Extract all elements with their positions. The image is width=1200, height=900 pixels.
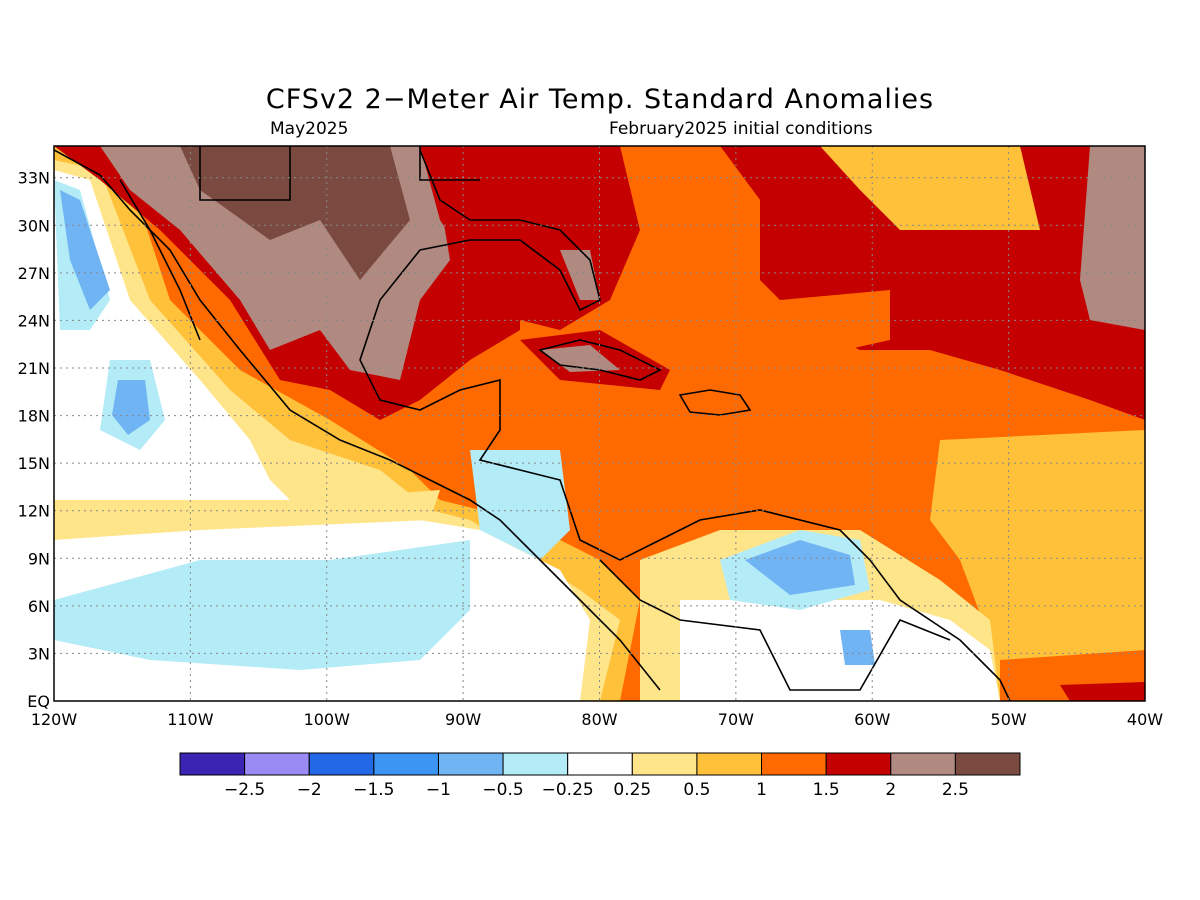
lon-tick-label: 50W (991, 710, 1027, 729)
legend-label: 2.5 (942, 780, 969, 800)
legend-swatch (954, 752, 1021, 776)
lat-tick-label: 12N (18, 502, 50, 521)
hispaniola-outline (678, 389, 752, 416)
legend-swatch (825, 752, 892, 776)
southamerica-borders (599, 559, 951, 691)
lon-tick-label: 90W (445, 710, 481, 729)
lat-tick-label: 24N (18, 311, 50, 330)
legend-label: 2 (885, 780, 896, 800)
field-cooler-offshore (112, 380, 150, 435)
lat-tick-label: EQ (27, 692, 50, 711)
legend-label: 1.5 (813, 780, 840, 800)
lat-tick-label: 18N (18, 407, 50, 426)
lon-tick-label: 80W (581, 710, 617, 729)
colorbar-legend: −2.5 −2 −1.5 −1 −0.5 −0.25 0.25 0.5 1 1.5 2 2.5 (179, 752, 1021, 800)
chart-title: CFSv2 2−Meter Air Temp. Standard Anomali… (265, 84, 935, 115)
field-2p5-atlantic (1080, 146, 1145, 330)
gridlines (54, 146, 1145, 701)
field-neutral-southamerica (680, 600, 1000, 701)
lon-tick-label: 60W (854, 710, 890, 729)
lon-axis: 120W 110W 100W 90W 80W 70W 60W 50W 40W (31, 710, 1163, 729)
lat-tick-label: 27N (18, 264, 50, 283)
legend-label: −2 (297, 780, 322, 800)
legend-swatch (890, 752, 956, 776)
field-cool-equatorial (54, 540, 470, 670)
lat-axis: 33N 30N 27N 24N 21N 18N 15N 12N 9N 6N 3N EQ (18, 169, 50, 711)
legend-swatch (631, 752, 698, 776)
field-cool-centralamerica (470, 450, 570, 560)
field-1p5-atlantic-w (620, 146, 760, 280)
valid-month-label: May2025 (270, 119, 349, 139)
field-1-atlantic-se (930, 430, 1145, 701)
legend-label: −0.25 (542, 780, 594, 800)
lat-tick-label: 30N (18, 216, 50, 235)
field-band-ne (54, 490, 440, 540)
lat-tick-label: 33N (18, 169, 50, 188)
field-cooler-guiana (840, 630, 875, 665)
coastlines (54, 146, 1011, 701)
legend-swatch (373, 752, 439, 776)
lat-tick-label: 3N (28, 644, 50, 663)
legend-label: 0.5 (683, 780, 710, 800)
legend-swatch (437, 752, 504, 776)
field-2-atlantic-s (1060, 682, 1145, 701)
legend-swatch (308, 752, 375, 776)
lat-tick-label: 9N (28, 549, 50, 568)
anomaly-field (54, 146, 1145, 701)
legend-swatch (696, 752, 763, 776)
field-2p5-cuba (540, 345, 620, 372)
lon-tick-label: 100W (304, 710, 351, 729)
field-2-atlantic (720, 146, 1145, 420)
field-1-atlantic-n (820, 146, 1040, 230)
legend-label: −1 (426, 780, 451, 800)
field-cooler-venezuela (745, 540, 855, 595)
field-1p5-atlantic-c (780, 290, 890, 360)
field-cooler-coast (60, 190, 110, 310)
legend-label: −2.5 (224, 780, 265, 800)
legend-label: 0.25 (613, 780, 651, 800)
field-max-mexico (180, 146, 410, 280)
legend-swatch (244, 752, 310, 776)
lon-tick-label: 70W (718, 710, 754, 729)
lon-tick-label: 120W (31, 710, 78, 729)
legend-label: −0.5 (482, 780, 523, 800)
initial-conditions-label: February2025 initial conditions (609, 119, 873, 139)
lon-tick-label: 110W (167, 710, 214, 729)
us-borders (199, 146, 480, 201)
lat-tick-label: 6N (28, 597, 50, 616)
lat-tick-label: 15N (18, 454, 50, 473)
legend-swatch (567, 752, 633, 776)
legend-swatch (502, 752, 569, 776)
legend-label: 1 (756, 780, 767, 800)
legend-swatch (179, 752, 246, 776)
map-frame (53, 145, 1146, 702)
legend-swatch (761, 752, 827, 776)
cuba-outline (538, 339, 662, 381)
lon-tick-label: 40W (1127, 710, 1163, 729)
lat-tick-label: 21N (18, 359, 50, 378)
atlantic-coastline (359, 149, 1011, 701)
legend-label: −1.5 (353, 780, 394, 800)
